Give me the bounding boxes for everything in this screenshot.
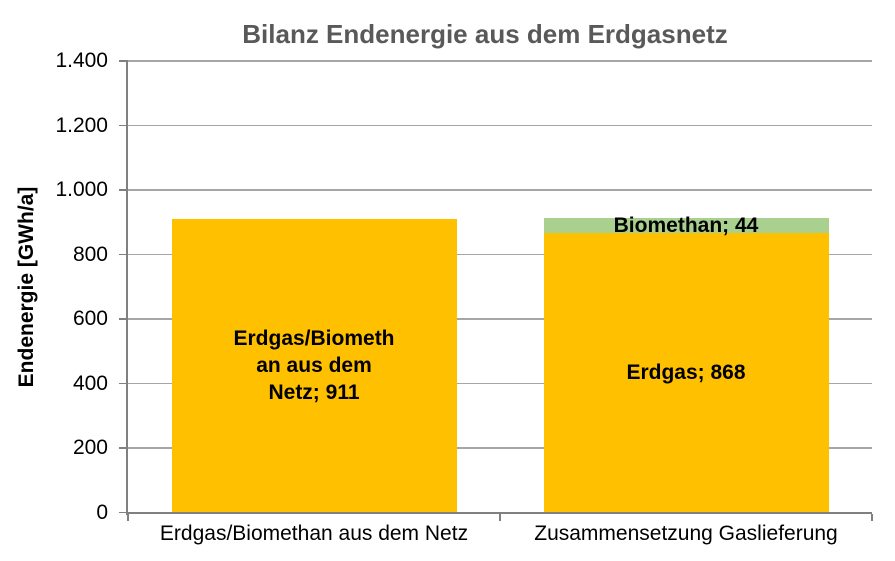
gridline-400 [128,382,872,385]
gridline-800 [128,253,872,256]
x-axis-tick-mark [498,513,501,521]
y-axis-tick-mark [119,511,128,514]
y-axis-tick-mark [119,447,128,449]
data-label-line: Erdgas/Biometh [233,327,395,351]
y-axis-tick-mark [119,253,128,256]
y-tick-label: 0 [96,500,108,524]
y-tick-label: 1.400 [55,49,108,72]
data-label-line: an aus dem [256,354,372,378]
category-label-2: Zusammensetzung Gaslieferung [534,522,838,545]
bar-segment-biomethan [543,218,829,233]
gridline-600 [128,318,872,320]
y-axis-tick-mark [119,60,128,62]
y-axis-tick-mark [119,189,128,191]
category-label-1: Erdgas/Biomethan aus dem Netz [159,522,469,545]
y-axis-tick-mark [119,382,128,385]
bar-segment-erdgas-biomethan-aus-dem-netz [171,218,457,513]
gridline-1400 [128,60,872,62]
data-label-line: Netz; 911 [268,381,360,405]
y-tick-label: 1.200 [55,113,108,137]
y-tick-label: 1.000 [55,178,108,201]
bar-segment-erdgas [543,232,829,513]
y-tick-label: 800 [72,242,108,266]
x-axis-tick-mark [126,513,129,521]
y-tick-label: 400 [72,371,108,395]
data-label-biomethan: Biomethan; 44 [486,212,886,239]
y-axis-title: Endenergie [GWh/a] [15,186,38,388]
data-label-line: Erdgas; 868 [626,361,746,385]
data-label-erdgas-biomethan-aus-dem-netz: Erdgas/Biometh an aus dem Netz; 911 [114,325,514,406]
data-label-erdgas: Erdgas; 868 [486,359,886,386]
data-label-line: Biomethan; 44 [613,213,759,237]
x-axis-tick-mark [870,513,873,521]
chart-title: Bilanz Endenergie aus dem Erdgasnetz [242,19,728,49]
gridline-200 [128,447,872,449]
y-tick-label: 600 [72,307,108,330]
gridline-1000 [128,189,872,191]
gridline-1200 [128,124,872,127]
y-axis-tick-mark [119,318,128,320]
y-axis-tick-mark [119,124,128,127]
x-axis-line [126,512,872,514]
y-tick-label: 200 [72,436,108,459]
y-axis-line [126,61,128,515]
